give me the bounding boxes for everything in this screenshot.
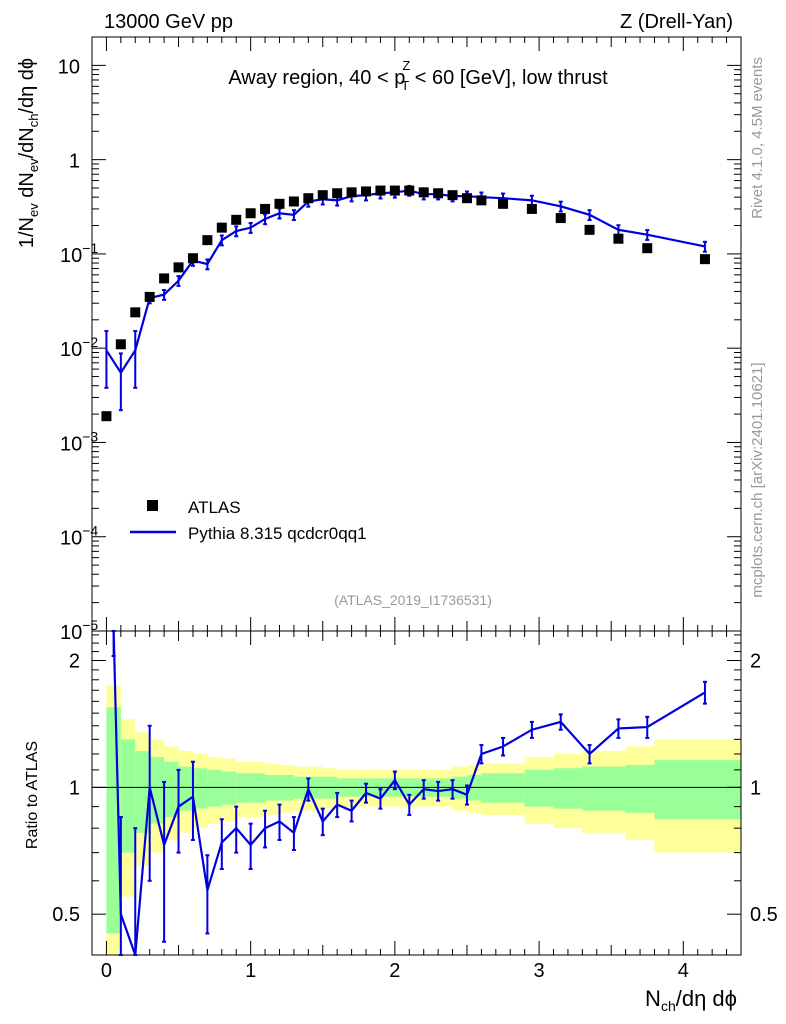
- rivet-label-group: Rivet 4.1.0, 4.5M events: [749, 57, 766, 219]
- data-point: [144, 291, 155, 302]
- data-point: [187, 253, 198, 264]
- data-point: [202, 235, 213, 246]
- x-tick-label: 0: [101, 960, 112, 982]
- band-green: [481, 773, 525, 803]
- y-tick-label: 10−3: [60, 428, 98, 455]
- band-green: [553, 768, 583, 809]
- y-tick-label: 10−4: [60, 523, 98, 550]
- analysis-id: (ATLAS_2019_I1736531): [334, 592, 492, 608]
- chart-title: Away region, 40 < pZ T < 60 [GeV], low th…: [228, 58, 608, 93]
- data-point: [245, 208, 256, 219]
- data-point: [332, 188, 343, 199]
- data-point: [642, 243, 653, 254]
- band-green: [524, 769, 554, 807]
- ratio-tick-label-right: 2: [750, 651, 761, 673]
- x-tick-label: 1: [245, 960, 256, 982]
- ratio-tick-label-right: 1: [750, 777, 761, 799]
- data-point: [303, 193, 314, 204]
- data-point: [476, 195, 487, 206]
- rivet-label: Rivet 4.1.0, 4.5M events: [749, 57, 766, 219]
- data-point: [584, 224, 595, 235]
- data-point: [260, 203, 271, 214]
- data-point: [231, 214, 242, 225]
- data-point: [389, 185, 400, 196]
- data-point: [173, 262, 184, 273]
- x-tick-label: 4: [678, 960, 689, 982]
- y-tick-label: 10−5: [60, 617, 98, 644]
- x-tick-label: 3: [534, 960, 545, 982]
- band-green: [192, 768, 208, 809]
- data-point: [115, 339, 126, 350]
- ratio-frame: [91, 630, 742, 956]
- data-point: [375, 185, 386, 196]
- ratio-tick-label-left: 2: [69, 651, 80, 673]
- data-point: [498, 198, 509, 209]
- ratio-bands: [106, 684, 741, 955]
- mcplots-label: mcplots.cern.ch [arXiv:2401.10621]: [749, 362, 766, 597]
- y-tick-label: 10−1: [60, 240, 98, 267]
- data-point: [159, 273, 170, 284]
- data-point: [461, 193, 472, 204]
- legend-data-label: ATLAS: [188, 498, 241, 517]
- data-point: [317, 190, 328, 201]
- data-point: [418, 187, 429, 198]
- data-point: [288, 196, 299, 207]
- data-point: [404, 185, 415, 196]
- ratio-tick-label-left: 0.5: [52, 904, 80, 926]
- band-green: [236, 773, 251, 803]
- ratio-tick-label-right: 0.5: [750, 904, 778, 926]
- header-left: 13000 GeV pp: [104, 11, 233, 33]
- data-point: [447, 190, 458, 201]
- ratio-tick-label-left: 1: [69, 777, 80, 799]
- band-green: [207, 769, 222, 807]
- legend-mc-label: Pythia 8.315 qcdcr0qq1: [188, 524, 367, 543]
- band-green: [625, 764, 655, 813]
- y-axis-label-group: 1/Nev dNev/dNch/dη dϕ: [16, 58, 41, 248]
- mc-series-line: [105, 189, 706, 375]
- ratio-axis-label: Ratio to ATLAS: [24, 741, 41, 849]
- band-green: [221, 771, 237, 805]
- data-point: [274, 198, 285, 209]
- band-green: [164, 761, 179, 818]
- data-point: [526, 203, 537, 214]
- data-point: [613, 233, 624, 244]
- band-green: [135, 750, 150, 833]
- legend-data-marker: [147, 500, 158, 511]
- band-green: [582, 766, 626, 811]
- band-green: [149, 757, 165, 824]
- y-axis-label: 1/Nev dNev/dNch/dη dϕ: [16, 58, 41, 248]
- x-axis-label: Nch/dη dϕ: [645, 986, 737, 1014]
- band-green: [120, 739, 136, 853]
- data-point: [433, 188, 444, 199]
- ratio-label-group: Ratio to ATLAS: [24, 741, 41, 849]
- data-point: [101, 411, 112, 422]
- y-tick-label: 1: [69, 151, 80, 173]
- header-right: Z (Drell-Yan): [620, 11, 733, 33]
- mcplots-label-group: mcplots.cern.ch [arXiv:2401.10621]: [749, 362, 766, 597]
- ratio-series-line: [112, 630, 706, 956]
- data-point: [699, 254, 710, 265]
- data-point: [361, 186, 372, 197]
- band-green: [654, 760, 741, 820]
- band-green: [250, 773, 266, 803]
- data-point: [216, 222, 227, 233]
- data-point: [555, 213, 566, 224]
- data-point: [130, 307, 141, 318]
- y-tick-label: 10: [58, 56, 80, 78]
- x-tick-label: 2: [389, 960, 400, 982]
- data-point: [346, 187, 357, 198]
- y-tick-label: 10−2: [60, 334, 98, 361]
